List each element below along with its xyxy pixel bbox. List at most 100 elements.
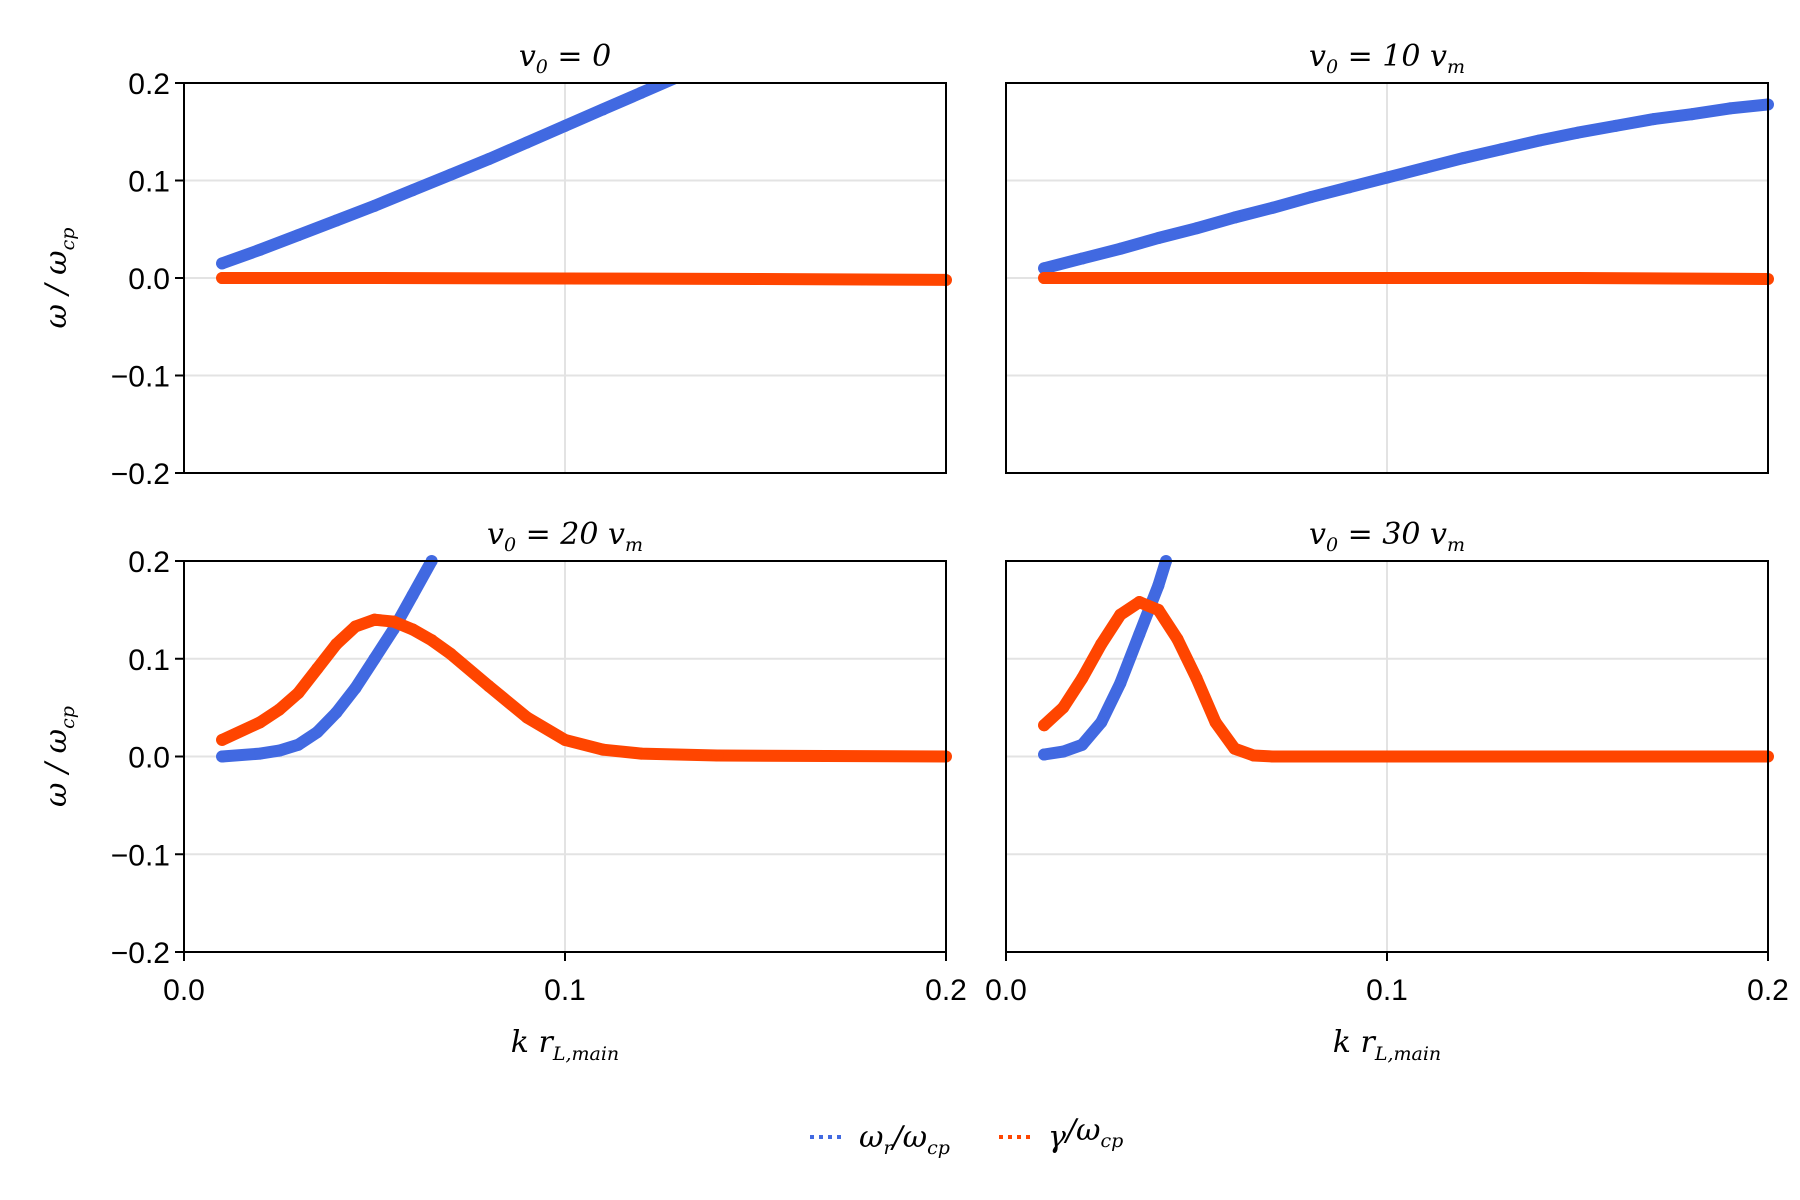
legend-label: γ/ωcp bbox=[1048, 1113, 1123, 1155]
data-point-omega_r bbox=[1133, 628, 1146, 641]
panel-title: v0 = 10 vm bbox=[1309, 39, 1465, 78]
data-point-gamma bbox=[254, 716, 267, 729]
data-point-omega_r bbox=[1419, 161, 1432, 174]
panel-title: v0 = 20 vm bbox=[487, 517, 643, 556]
data-point-omega_r bbox=[406, 589, 419, 602]
data-point-omega_r bbox=[368, 652, 381, 665]
data-point-omega_r bbox=[349, 682, 362, 695]
data-point-omega_r bbox=[1571, 126, 1584, 139]
panel-4: 0.0 0.1 0.2 k rL,main v0 = 30 vm bbox=[985, 517, 1789, 1065]
data-point-gamma bbox=[1266, 750, 1279, 763]
data-point-gamma bbox=[1571, 272, 1584, 284]
data-point-gamma bbox=[1381, 272, 1393, 284]
data-point-gamma bbox=[216, 733, 229, 746]
panel-title: v0 = 30 vm bbox=[1309, 517, 1465, 556]
data-point-gamma bbox=[1152, 603, 1165, 616]
series-gamma-line bbox=[1038, 272, 1768, 285]
data-point-gamma bbox=[482, 680, 495, 693]
data-point-omega_r bbox=[368, 199, 381, 212]
data-point-gamma bbox=[273, 703, 286, 716]
y-tick-label: 0.0 bbox=[128, 742, 170, 775]
data-point-gamma bbox=[368, 272, 381, 284]
data-point-omega_r bbox=[1647, 113, 1660, 126]
plot-frame bbox=[1005, 82, 1769, 474]
data-point-gamma bbox=[597, 743, 610, 756]
legend-item-omega_r: ωr/ωcp bbox=[810, 1120, 950, 1159]
data-point-gamma bbox=[425, 634, 438, 647]
data-point-omega_r bbox=[1495, 143, 1508, 156]
y-axis-label: ω / ωcp bbox=[39, 228, 79, 329]
data-point-omega_r bbox=[273, 744, 286, 757]
y-tick-label: 0.2 bbox=[128, 546, 170, 579]
x-tick-label: 0.2 bbox=[1747, 974, 1789, 1007]
data-point-omega_r bbox=[1381, 171, 1393, 184]
data-point-gamma bbox=[1076, 672, 1089, 685]
data-point-omega_r bbox=[1533, 134, 1546, 147]
data-point-gamma bbox=[368, 613, 381, 626]
data-point-omega_r bbox=[216, 257, 229, 270]
data-point-gamma bbox=[1038, 719, 1051, 732]
data-point-omega_r bbox=[1190, 222, 1203, 235]
data-point-omega_r bbox=[254, 747, 267, 760]
data-point-gamma bbox=[292, 686, 305, 699]
data-point-gamma bbox=[749, 272, 762, 285]
data-point-gamma bbox=[1209, 716, 1222, 729]
data-point-omega_r bbox=[311, 726, 324, 739]
data-point-gamma bbox=[330, 638, 343, 651]
data-point-gamma bbox=[444, 647, 457, 660]
x-tick-label: 0.1 bbox=[1366, 974, 1408, 1007]
legend-item-gamma: γ/ωcp bbox=[999, 1113, 1123, 1155]
data-point-omega_r bbox=[1266, 201, 1279, 214]
panel-title: v0 = 0 bbox=[519, 39, 611, 78]
x-axis-label: k rL,main bbox=[1333, 1025, 1441, 1065]
data-point-gamma bbox=[1247, 749, 1260, 762]
data-point-omega_r bbox=[635, 86, 648, 99]
data-point-omega_r bbox=[1342, 181, 1355, 194]
data-point-omega_r bbox=[292, 229, 305, 242]
data-point-gamma bbox=[387, 615, 400, 628]
series-omega_r-line bbox=[1038, 98, 1768, 275]
y-axis-label: ω / ωcp bbox=[39, 706, 79, 807]
data-point-omega_r bbox=[482, 153, 495, 166]
data-point-omega_r bbox=[1057, 745, 1070, 758]
y-tick-label: −0.1 bbox=[111, 361, 170, 394]
data-point-omega_r bbox=[559, 119, 571, 132]
x-tick-label: 0.0 bbox=[163, 974, 205, 1007]
data-point-gamma bbox=[520, 711, 533, 724]
data-point-omega_r bbox=[1095, 716, 1108, 729]
x-axis-label: k rL,main bbox=[511, 1025, 619, 1065]
data-point-omega_r bbox=[1228, 211, 1241, 224]
data-point-omega_r bbox=[1038, 262, 1051, 275]
data-point-omega_r bbox=[254, 243, 267, 256]
data-point-gamma bbox=[711, 749, 724, 762]
y-tick-label: 0.2 bbox=[128, 68, 170, 101]
data-point-omega_r bbox=[520, 136, 533, 149]
data-point-gamma bbox=[559, 272, 571, 285]
legend-label: ωr/ωcp bbox=[859, 1120, 950, 1159]
x-tick-label: 0.0 bbox=[985, 974, 1027, 1007]
data-point-omega_r bbox=[216, 750, 229, 763]
data-point-omega_r bbox=[1685, 108, 1698, 121]
panel-2: v0 = 10 vm bbox=[1005, 39, 1774, 474]
data-point-omega_r bbox=[1076, 252, 1089, 265]
data-point-gamma bbox=[1190, 672, 1203, 685]
data-point-omega_r bbox=[1076, 738, 1089, 751]
data-point-gamma bbox=[1038, 272, 1051, 284]
data-point-gamma bbox=[1095, 638, 1108, 651]
data-point-omega_r bbox=[1114, 677, 1127, 690]
data-point-gamma bbox=[311, 662, 324, 675]
data-point-omega_r bbox=[1114, 242, 1127, 255]
y-tick-label: 0.0 bbox=[128, 263, 170, 296]
data-point-gamma bbox=[1171, 633, 1184, 646]
y-tick-label: −0.2 bbox=[111, 458, 170, 491]
data-point-omega_r bbox=[597, 103, 610, 116]
panel-1: −0.2 −0.1 0.0 0.1 0.2 ω / ωcp v0 = 0 bbox=[39, 39, 952, 491]
data-point-omega_r bbox=[1038, 748, 1051, 761]
data-point-gamma bbox=[635, 747, 648, 760]
panel-3: −0.2 −0.1 0.0 0.1 0.2 0.0 0.1 0.2 k rL,main ω / ω… bbox=[39, 517, 967, 1065]
data-point-omega_r bbox=[330, 706, 343, 719]
x-tick-label: 0.2 bbox=[925, 974, 967, 1007]
data-point-gamma bbox=[1228, 742, 1241, 755]
y-tick-label: −0.1 bbox=[111, 839, 170, 872]
